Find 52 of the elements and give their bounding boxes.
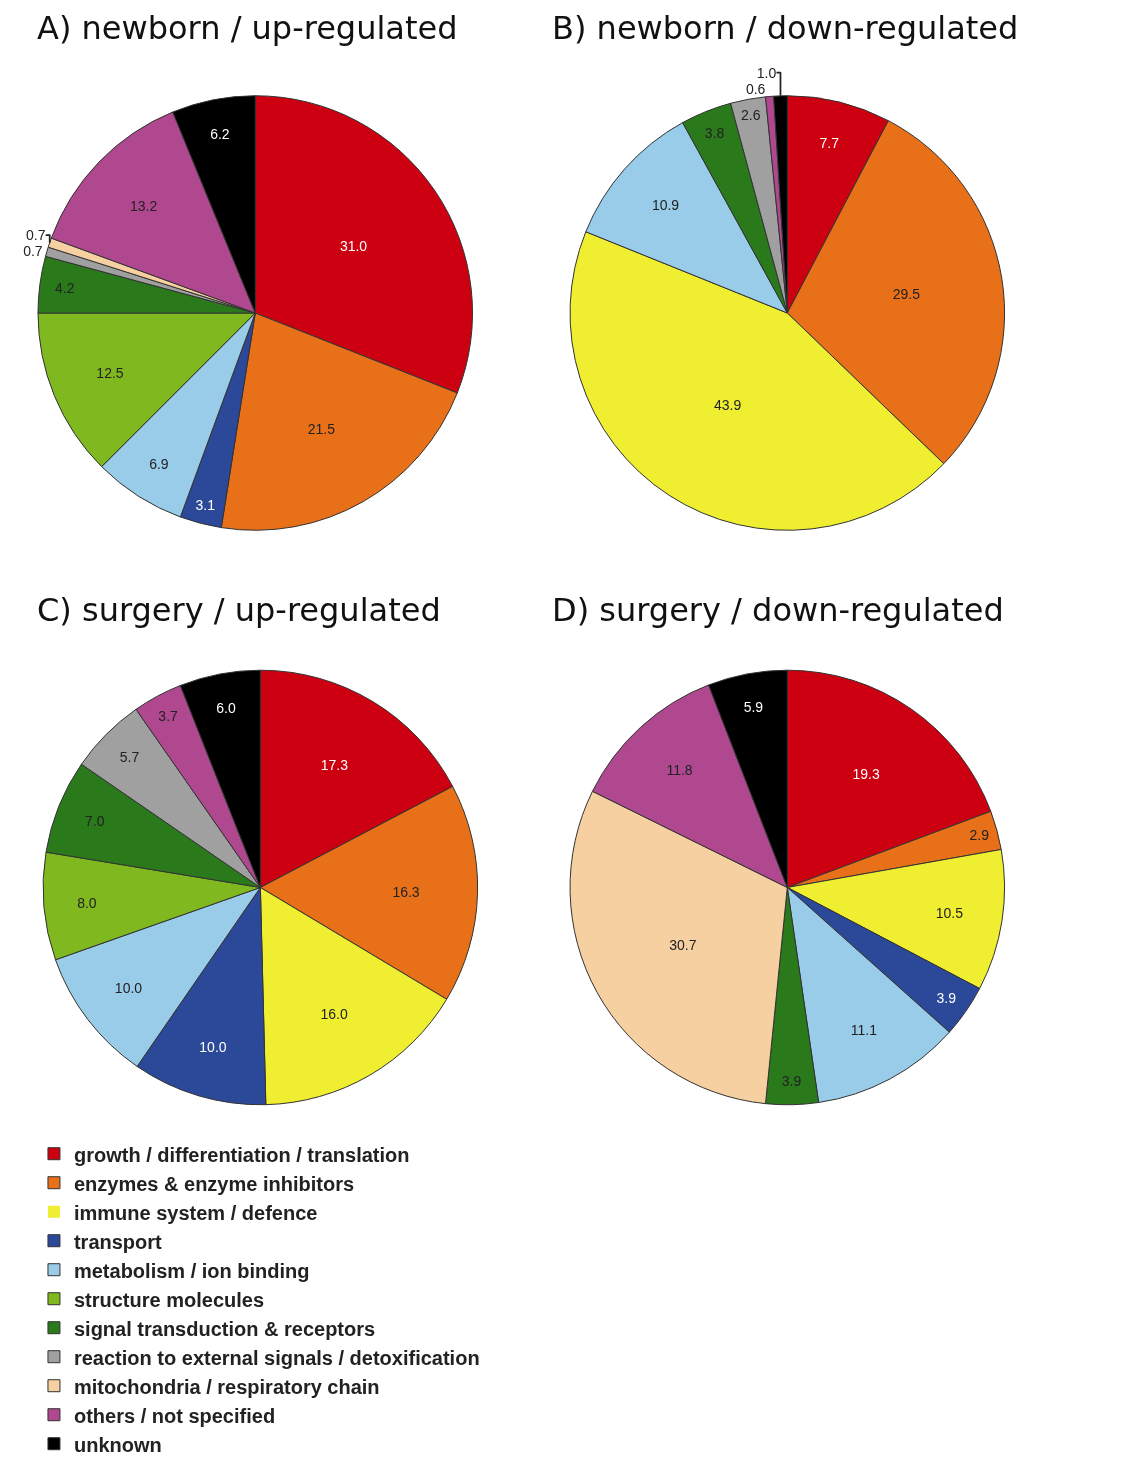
data-label: 3.7 <box>158 708 179 724</box>
data-label: 7.7 <box>819 134 840 151</box>
data-label: 16.3 <box>392 883 420 900</box>
data-label: 43.9 <box>713 397 742 414</box>
data-label: 17.3 <box>320 756 349 773</box>
data-label: 7.0 <box>85 812 105 829</box>
data-label: 4.2 <box>55 279 75 296</box>
data-label: 29.5 <box>892 285 921 302</box>
data-label: 11.8 <box>666 761 693 778</box>
data-label: 10.0 <box>199 1038 227 1055</box>
data-label: 0.6 <box>745 80 766 97</box>
data-label: 0.7 <box>26 227 46 244</box>
data-label: 6.9 <box>149 455 169 472</box>
legend-label: enzymes & enzyme inhibitors <box>73 1172 355 1195</box>
chart-title: C) surgery / up-regulated <box>37 591 441 629</box>
data-label: 19.3 <box>852 765 880 782</box>
data-label: 11.1 <box>850 1022 878 1039</box>
legend-label: growth / differentiation / translation <box>73 1143 410 1166</box>
data-label: 6.0 <box>216 699 236 716</box>
legend-label: others / not specified <box>73 1404 276 1427</box>
data-label: 30.7 <box>669 937 697 954</box>
legend-label: signal transduction & receptors <box>73 1317 376 1340</box>
legend-label: structure molecules <box>73 1288 265 1311</box>
data-label: 1.0 <box>756 64 777 81</box>
data-label: 2.9 <box>969 826 990 843</box>
legend-label: unknown <box>73 1433 162 1456</box>
data-label: 6.2 <box>210 126 230 143</box>
data-label: 3.8 <box>704 124 725 141</box>
chart-title: B) newborn / down-regulated <box>552 9 1019 47</box>
data-label: 31.0 <box>339 238 368 255</box>
data-label: 16.0 <box>320 1006 348 1023</box>
chart-title: D) surgery / down-regulated <box>552 591 1004 629</box>
data-label: 13.2 <box>129 197 158 214</box>
data-label: 0.7 <box>23 243 43 260</box>
legend-label: transport <box>73 1230 163 1253</box>
data-label: 12.5 <box>96 365 124 382</box>
legend-label: mitochondria / respiratory chain <box>73 1375 380 1398</box>
data-label: 3.1 <box>195 496 216 513</box>
legend-label: metabolism / ion binding <box>73 1259 310 1282</box>
data-label: 10.5 <box>935 904 964 921</box>
data-label: 8.0 <box>77 894 97 911</box>
data-label: 3.9 <box>936 989 957 1006</box>
chart-title: A) newborn / up-regulated <box>37 9 458 47</box>
data-label: 21.5 <box>307 421 336 438</box>
legend-label: immune system / defence <box>73 1201 318 1224</box>
data-label: 2.6 <box>741 107 761 124</box>
data-label: 5.7 <box>119 749 140 766</box>
data-label: 5.9 <box>743 699 764 716</box>
data-label: 10.0 <box>114 980 143 997</box>
legend-label: reaction to external signals / detoxification <box>73 1346 480 1369</box>
data-label: 3.9 <box>781 1073 802 1090</box>
data-label: 10.9 <box>651 197 680 214</box>
